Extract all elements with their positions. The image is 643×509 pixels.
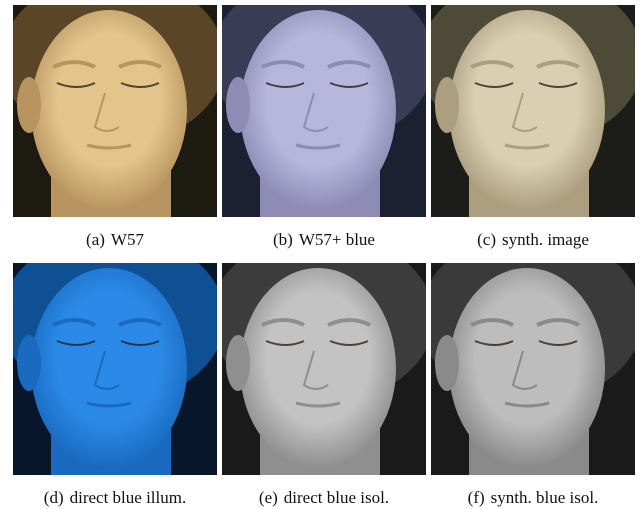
nose: [302, 350, 329, 390]
eye: [56, 340, 96, 346]
face: [240, 10, 396, 210]
caption: (d) direct blue illum.: [8, 488, 222, 508]
ear: [17, 335, 41, 391]
nose: [511, 92, 538, 132]
face: [449, 10, 605, 210]
panel-label: (a): [86, 230, 105, 249]
nose: [93, 350, 120, 390]
face: [240, 268, 396, 468]
caption-text: W57+ blue: [298, 230, 375, 249]
ear: [17, 77, 41, 133]
ear: [226, 77, 250, 133]
brow: [261, 60, 371, 69]
mouth: [504, 143, 550, 150]
photo: [13, 5, 217, 217]
mouth: [504, 401, 550, 408]
caption: (b) W57+ blue: [217, 230, 431, 250]
eye: [120, 82, 160, 88]
caption: (a) W57: [8, 230, 222, 250]
ear: [435, 335, 459, 391]
photo: [431, 5, 635, 217]
brow: [261, 318, 371, 327]
caption: (f) synth. blue isol.: [426, 488, 640, 508]
caption: (e) direct blue isol.: [217, 488, 431, 508]
panel-label: (d): [43, 488, 64, 507]
face: [449, 268, 605, 468]
eye: [474, 340, 514, 346]
mouth: [295, 143, 341, 150]
mouth: [86, 401, 132, 408]
brow: [470, 60, 580, 69]
nose: [93, 92, 120, 132]
face: [31, 10, 187, 210]
caption-text: synth. image: [501, 230, 589, 249]
photo: [222, 263, 426, 475]
caption-text: direct blue illum.: [69, 488, 187, 507]
eye: [329, 82, 369, 88]
caption-text: direct blue isol.: [283, 488, 390, 507]
eye: [474, 82, 514, 88]
caption-text: W57: [110, 230, 144, 249]
brow: [470, 318, 580, 327]
ear: [226, 335, 250, 391]
photo: [13, 263, 217, 475]
eye: [265, 82, 305, 88]
caption-text: synth. blue isol.: [490, 488, 599, 507]
eye: [56, 82, 96, 88]
brow: [52, 318, 162, 327]
panel-label: (c): [477, 230, 496, 249]
mouth: [295, 401, 341, 408]
eye: [265, 340, 305, 346]
nose: [511, 350, 538, 390]
eye: [538, 340, 578, 346]
panel-label: (f): [467, 488, 485, 507]
eye: [120, 340, 160, 346]
panel-label: (e): [258, 488, 278, 507]
eye: [538, 82, 578, 88]
face: [31, 268, 187, 468]
panel-label: (b): [273, 230, 293, 249]
nose: [302, 92, 329, 132]
caption: (c) synth. image: [426, 230, 640, 250]
photo: [431, 263, 635, 475]
eye: [329, 340, 369, 346]
brow: [52, 60, 162, 69]
mouth: [86, 143, 132, 150]
ear: [435, 77, 459, 133]
photo: [222, 5, 426, 217]
